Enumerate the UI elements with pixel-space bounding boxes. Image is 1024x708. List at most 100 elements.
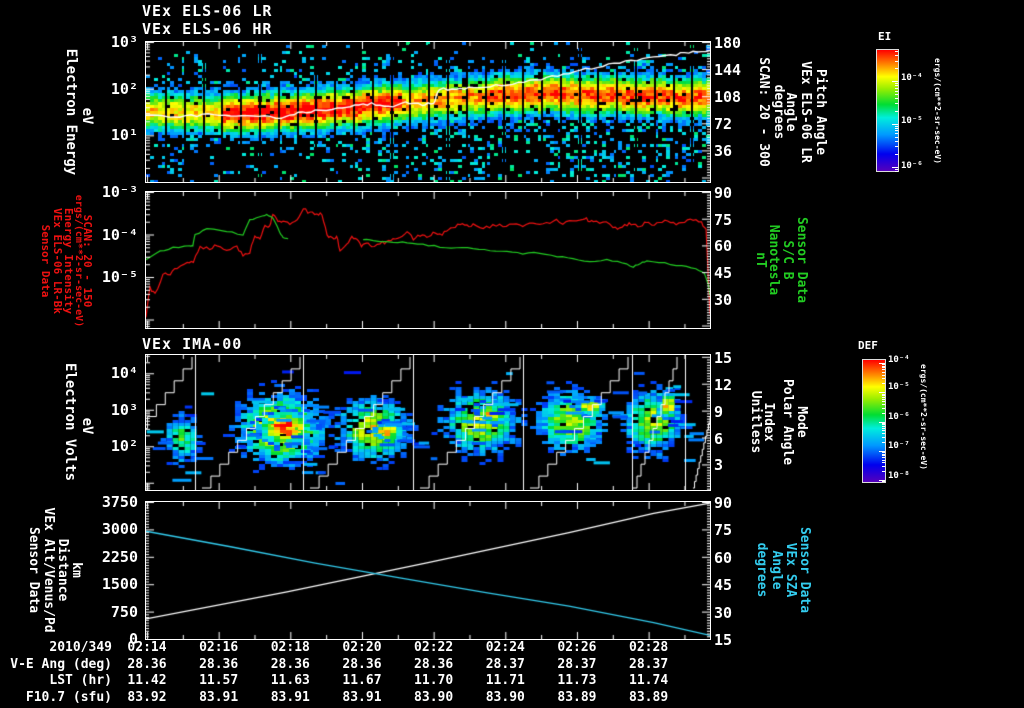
panel2-right-tick-label: 30 <box>714 290 733 309</box>
panel1-right-axis-label-sensor: VEx ELS-06 LR <box>798 61 813 163</box>
panel1-right-axis-label-degrees: degrees <box>771 84 786 140</box>
panel2-right-label-scb: S/C B <box>780 240 795 280</box>
panel1-title-line1: VEx ELS-06 LR <box>142 2 273 20</box>
table-cell: 83.91 <box>199 689 239 705</box>
panel3-right-label-unitless: Unitless <box>748 390 763 454</box>
time-tick-label: 02:22 <box>414 640 454 655</box>
ima-spectrogram-canvas <box>145 354 711 491</box>
colorbar-def <box>862 359 886 483</box>
table-cell: 28.36 <box>127 656 167 672</box>
panel4-left-label-km: km <box>69 562 84 578</box>
panel2-left-label-units: ergs/(cm**2-sr-sec-eV) <box>73 194 84 328</box>
panel1-left-axis-label: Electron Energy <box>63 48 79 176</box>
table-cell: 11.42 <box>127 673 167 688</box>
colorbar1-units: ergs/(cm**2-sr-sec-eV) <box>933 58 942 164</box>
panel4-right-label-degrees: degrees <box>754 542 769 598</box>
panel4-right-tick-label: 75 <box>714 521 733 540</box>
table-cell: 83.91 <box>270 689 310 705</box>
time-tick-label: 02:28 <box>629 640 669 655</box>
panel2-left-label-quantity: Energy Intensity <box>62 208 75 314</box>
colorbar1-title: EI <box>878 30 892 43</box>
panel4-right-tick-label: 15 <box>714 631 733 649</box>
table-cell: 28.36 <box>199 656 239 672</box>
table-cell: 83.91 <box>342 689 382 705</box>
panel1-right-tick-label: 72 <box>714 115 733 134</box>
panel3-left-tick-label: 10³ <box>110 400 138 419</box>
table-cell: 28.37 <box>485 656 525 672</box>
colorbar1-tick-1e-5: 10⁻⁵ <box>901 116 923 126</box>
panel3-left-tick-label: 10⁴ <box>110 364 138 383</box>
colorbar2-tick-1e-4: 10⁻⁴ <box>888 355 910 365</box>
table-row-label: LST (hr) <box>49 673 112 688</box>
panel4-right-tick-label: 90 <box>714 494 733 512</box>
colorbar1-tick-1e-4: 10⁻⁴ <box>901 73 923 83</box>
panel3-right-tick-label: 12 <box>714 375 733 394</box>
panel2-right-tick-label: 45 <box>714 264 733 283</box>
time-tick-label: 02:18 <box>270 640 310 655</box>
panel2-left-label-sensor: Sensor Data <box>39 224 52 298</box>
time-tick-label: 02:20 <box>342 640 382 655</box>
panel4-right-label-angle: Angle <box>769 550 784 590</box>
panel3-right-tick-label: 15 <box>714 348 733 367</box>
panel4-right-label-sza: VEx SZA <box>783 542 798 598</box>
panel3-left-tick-label: 10² <box>110 437 138 456</box>
table-cell: 28.36 <box>414 656 454 672</box>
colorbar1-tick-1e-6: 10⁻⁶ <box>901 161 923 171</box>
table-cell: 28.37 <box>629 656 669 672</box>
panel1-left-tick-label: 10³ <box>110 33 138 51</box>
table-cell: 11.71 <box>485 673 525 688</box>
table-cell: 11.57 <box>199 673 239 688</box>
intensity-bfield-canvas <box>145 191 711 329</box>
table-cell: 83.89 <box>557 689 597 705</box>
panel4-left-label-distance: Distance <box>55 538 70 602</box>
altitude-sza-canvas <box>145 501 711 640</box>
panel4-right-tick-label: 45 <box>714 576 733 595</box>
table-cell: 28.36 <box>342 656 382 672</box>
colorbar2-tick-1e-8: 10⁻⁸ <box>888 471 910 481</box>
panel4-right-label-sensor: Sensor Data <box>797 526 812 614</box>
panel3-title: VEx IMA-00 <box>142 335 243 353</box>
panel4-left-label-alt: VEx Alt/Venus/Pd <box>41 507 56 633</box>
table-cell: 11.74 <box>629 673 669 688</box>
table-row-label: 2010/349 <box>49 640 112 655</box>
panel1-right-tick-label: 36 <box>714 142 733 161</box>
table-cell: 11.70 <box>414 673 454 688</box>
panel2-left-label-instrument: VEx ELS-06 LR-Bk <box>51 208 64 314</box>
panel3-right-label-index: Index <box>761 402 776 442</box>
panel1-right-tick-label: 144 <box>714 61 742 80</box>
time-tick-label: 02:26 <box>557 640 597 655</box>
colorbar2-title: DEF <box>858 339 878 352</box>
panel1-title-line2: VEx ELS-06 HR <box>142 20 273 38</box>
time-tick-label: 02:24 <box>485 640 525 655</box>
panel4-left-tick-label: 1500 <box>101 575 138 594</box>
panel3-right-tick-label: 3 <box>714 456 724 475</box>
panel4-left-label-sensor: Sensor Data <box>26 526 41 614</box>
panel2-left-tick-label: 10⁻⁴ <box>101 225 138 244</box>
panel1-right-tick-label: 108 <box>714 88 742 107</box>
panel2-left-tick-label: 10⁻³ <box>101 183 138 201</box>
table-row-label: F10.7 (sfu) <box>25 689 112 705</box>
panel1-right-axis-label-pitch: Pitch Angle <box>813 68 828 156</box>
panel1-left-axis-units: eV <box>79 107 95 125</box>
table-cell: 11.67 <box>342 673 382 688</box>
els-spectrogram-canvas <box>145 41 711 183</box>
table-cell: 11.63 <box>270 673 310 688</box>
panel3-right-tick-label: 9 <box>714 402 724 421</box>
time-tick-label: 02:14 <box>127 640 167 655</box>
colorbar2-tick-1e-7: 10⁻⁷ <box>888 441 910 451</box>
time-tick-label: 02:16 <box>199 640 239 655</box>
panel4-left-tick-label: 3000 <box>101 520 138 539</box>
panel1-right-axis-label-angle: Angle <box>783 92 798 132</box>
panel1-left-tick-label: 10² <box>110 79 138 98</box>
panel3-right-tick-label: 6 <box>714 429 724 448</box>
panel4-right-tick-label: 60 <box>714 548 733 567</box>
table-cell: 83.90 <box>414 689 454 705</box>
panel4-left-tick-label: 2250 <box>101 547 138 566</box>
colorbar-ei <box>876 49 899 172</box>
panel4-left-tick-label: 0 <box>128 630 138 648</box>
panel2-right-tick-label: 75 <box>714 210 733 229</box>
panel2-left-label-scan: SCAN: 20 - 150 <box>81 214 94 308</box>
panel4-left-tick-label: 750 <box>110 602 138 621</box>
colorbar2-units: ergs/(cm**2-sr-sec-eV) <box>919 364 928 470</box>
table-cell: 83.92 <box>127 689 167 705</box>
